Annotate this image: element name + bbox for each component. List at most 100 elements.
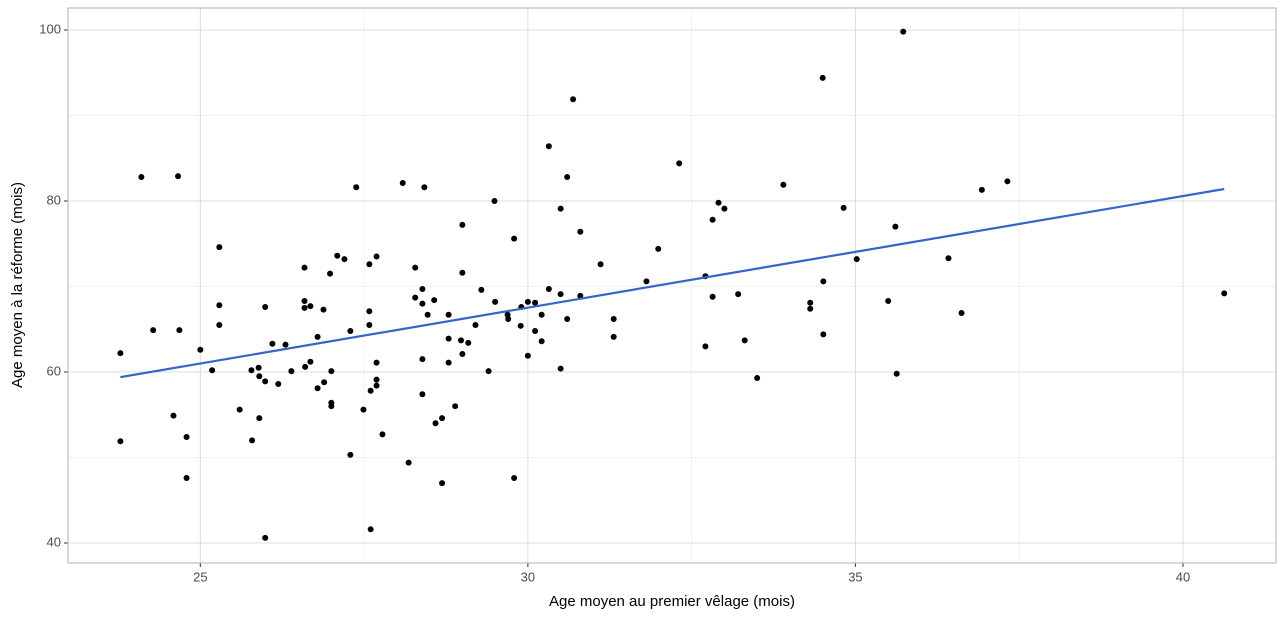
- point: [643, 278, 650, 285]
- point: [307, 303, 314, 310]
- point: [458, 337, 465, 344]
- point: [301, 304, 308, 311]
- point: [255, 364, 262, 371]
- point: [269, 340, 276, 347]
- point: [945, 255, 952, 262]
- point: [445, 311, 452, 318]
- point: [676, 160, 683, 167]
- point: [373, 253, 380, 260]
- point: [367, 387, 374, 394]
- point: [360, 406, 367, 413]
- point: [405, 459, 412, 466]
- point: [610, 333, 617, 340]
- point: [557, 205, 564, 212]
- point: [288, 368, 295, 375]
- point: [511, 235, 518, 242]
- point: [893, 370, 900, 377]
- panel-border: [67, 7, 1277, 564]
- point: [978, 186, 985, 193]
- point: [465, 339, 472, 346]
- point: [328, 403, 335, 410]
- point: [432, 420, 439, 427]
- point: [445, 335, 452, 342]
- point: [249, 437, 256, 444]
- point: [655, 245, 662, 252]
- point: [439, 415, 446, 422]
- point: [366, 261, 373, 268]
- point: [741, 337, 748, 344]
- point: [328, 368, 335, 375]
- point: [885, 298, 892, 305]
- point: [452, 403, 459, 410]
- point: [248, 367, 255, 374]
- point: [597, 261, 604, 268]
- point: [314, 385, 321, 392]
- point: [197, 346, 204, 353]
- point: [610, 315, 617, 322]
- point: [735, 291, 742, 298]
- point: [216, 321, 223, 328]
- point: [262, 534, 269, 541]
- point: [314, 333, 321, 340]
- point: [256, 415, 263, 422]
- point: [702, 343, 709, 350]
- point: [505, 315, 512, 322]
- point: [412, 264, 419, 271]
- point: [216, 302, 223, 309]
- point: [524, 352, 531, 359]
- point: [492, 298, 499, 305]
- point: [709, 216, 716, 223]
- point: [327, 270, 334, 277]
- point: [431, 297, 438, 304]
- x-tick-label: 35: [848, 569, 862, 584]
- point: [532, 299, 539, 306]
- point: [807, 299, 814, 306]
- point: [958, 309, 965, 316]
- point: [216, 244, 223, 251]
- trend-line: [120, 187, 1225, 379]
- point: [209, 367, 216, 374]
- point: [511, 475, 518, 482]
- x-tick-label: 40: [1176, 569, 1190, 584]
- point: [840, 204, 847, 211]
- y-tick-label: 40: [47, 534, 61, 549]
- point: [900, 28, 907, 35]
- point: [853, 256, 860, 263]
- point: [412, 294, 419, 301]
- point: [262, 378, 269, 385]
- point: [485, 368, 492, 375]
- point: [532, 327, 539, 334]
- point: [709, 293, 716, 300]
- point: [780, 181, 787, 188]
- point: [892, 223, 899, 230]
- point: [491, 197, 498, 204]
- point: [347, 327, 354, 334]
- point: [538, 311, 545, 318]
- point: [459, 221, 466, 228]
- point: [175, 173, 182, 180]
- point: [721, 205, 728, 212]
- point: [557, 365, 564, 372]
- y-axis-title: Age moyen à la réforme (mois): [9, 182, 26, 388]
- point: [524, 298, 531, 305]
- point: [150, 327, 157, 334]
- point: [341, 256, 348, 263]
- point: [459, 269, 466, 276]
- point: [275, 380, 282, 387]
- point: [366, 308, 373, 315]
- point: [820, 331, 827, 338]
- point: [301, 298, 308, 305]
- point: [819, 74, 826, 81]
- point: [366, 321, 373, 328]
- point: [170, 412, 177, 419]
- point: [367, 526, 374, 533]
- point: [379, 431, 386, 438]
- point: [307, 358, 314, 365]
- point: [419, 391, 426, 398]
- point: [577, 228, 584, 235]
- point: [715, 199, 722, 206]
- point: [807, 305, 814, 312]
- point: [459, 351, 466, 358]
- point: [183, 475, 190, 482]
